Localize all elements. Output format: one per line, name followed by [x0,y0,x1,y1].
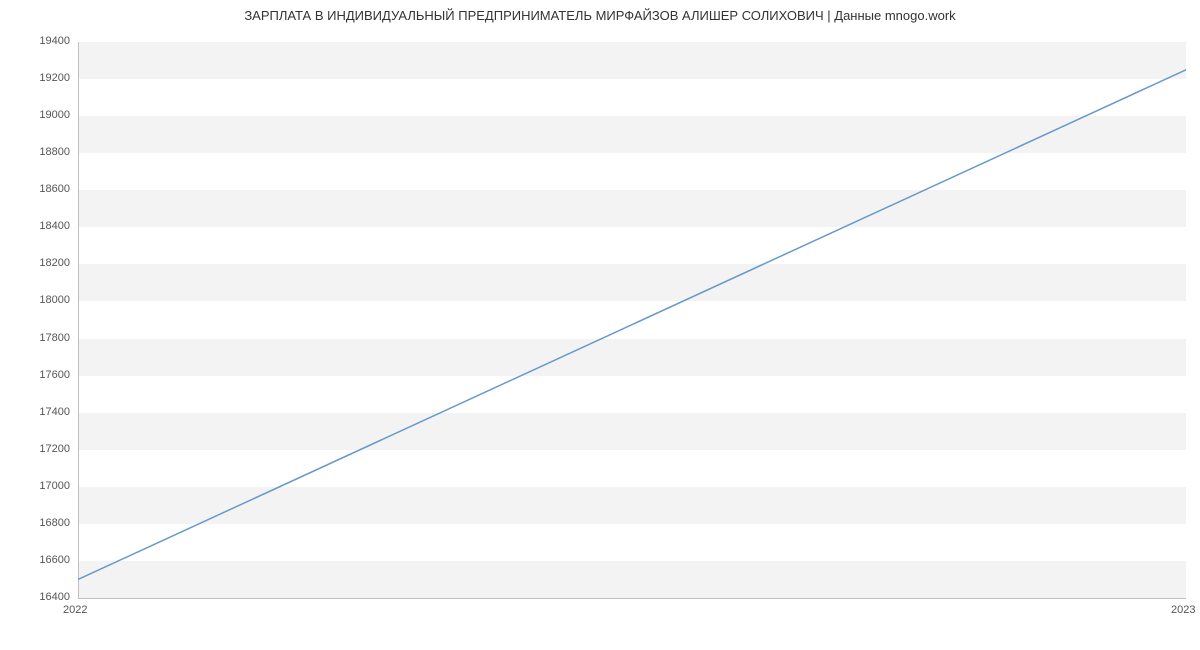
x-axis-line [78,598,1186,599]
y-tick-label: 18600 [0,183,70,195]
y-tick-label: 18400 [0,220,70,232]
y-tick-label: 19000 [0,109,70,121]
y-tick-label: 19200 [0,72,70,84]
y-tick-label: 17600 [0,369,70,381]
salary-line-chart: ЗАРПЛАТА В ИНДИВИДУАЛЬНЫЙ ПРЕДПРИНИМАТЕЛ… [0,0,1200,650]
chart-title: ЗАРПЛАТА В ИНДИВИДУАЛЬНЫЙ ПРЕДПРИНИМАТЕЛ… [0,8,1200,23]
y-tick-label: 18800 [0,146,70,158]
y-tick-label: 17800 [0,332,70,344]
y-tick-label: 16800 [0,517,70,529]
series-layer [78,42,1186,598]
plot-area [78,42,1186,598]
y-tick-label: 16600 [0,554,70,566]
y-tick-label: 16400 [0,591,70,603]
y-tick-label: 18000 [0,294,70,306]
y-tick-label: 17200 [0,443,70,455]
series-line-salary [78,70,1186,580]
x-tick-label: 2023 [1171,604,1195,616]
y-tick-label: 18200 [0,257,70,269]
y-tick-label: 17000 [0,480,70,492]
y-tick-label: 17400 [0,406,70,418]
x-tick-label: 2022 [63,604,87,616]
y-tick-label: 19400 [0,35,70,47]
